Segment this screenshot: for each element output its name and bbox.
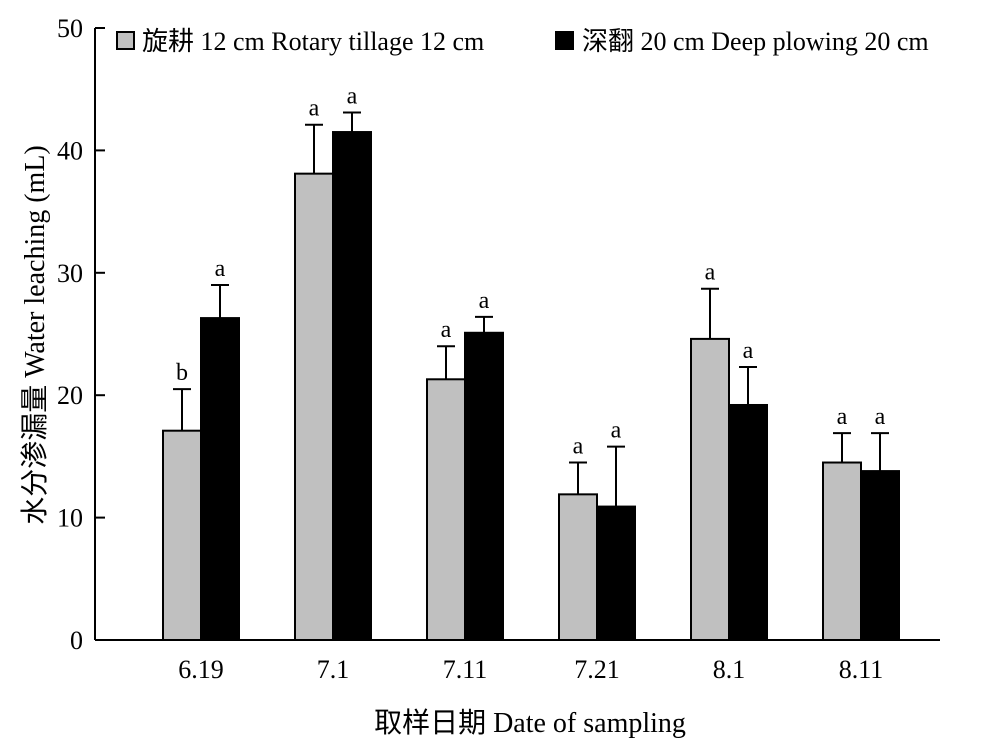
y-tick-label: 40 — [57, 136, 83, 165]
bar — [200, 317, 240, 641]
bar — [596, 505, 636, 642]
significance-label: a — [347, 83, 358, 109]
legend-label: 深翻 20 cm Deep plowing 20 cm — [582, 27, 929, 56]
legend-swatch — [116, 31, 135, 50]
axes: 0 10 20 30 40 50 6.19 7.1 7.11 7.21 8.1 8.11 — [57, 14, 940, 684]
significance-label: a — [743, 338, 754, 364]
bar — [294, 172, 334, 641]
significance-label: a — [611, 418, 622, 444]
x-tick-label: 7.1 — [317, 655, 350, 684]
x-tick-label: 7.21 — [574, 655, 620, 684]
bar — [162, 429, 202, 642]
x-axis-title: 取样日期 Date of sampling — [374, 707, 686, 739]
y-axis-title: 水分渗漏量 Water leaching (mL) — [19, 145, 51, 525]
significance-label: a — [837, 404, 848, 430]
significance-label: a — [479, 288, 490, 314]
bar — [426, 378, 466, 641]
significance-label: a — [215, 256, 226, 282]
y-tick-label: 10 — [57, 504, 83, 533]
legend-label: 旋耕 12 cm Rotary tillage 12 cm — [142, 27, 484, 56]
bar — [728, 403, 768, 641]
significance-label: a — [573, 434, 584, 460]
x-tick-label: 8.11 — [839, 655, 884, 684]
significance-label: a — [705, 260, 716, 286]
x-tick-label: 6.19 — [178, 655, 224, 684]
y-tick-label: 50 — [57, 14, 83, 43]
y-tick-label: 30 — [57, 259, 83, 288]
bar — [558, 493, 598, 641]
significance-label: a — [875, 404, 886, 430]
legend: 旋耕 12 cm Rotary tillage 12 cm 深翻 20 cm De… — [116, 27, 929, 56]
significance-label: a — [309, 96, 320, 122]
significance-label: a — [441, 317, 452, 343]
bar — [464, 331, 504, 641]
bar — [690, 337, 730, 641]
bar — [822, 461, 862, 641]
significance-label: b — [176, 360, 188, 386]
legend-swatch — [555, 31, 574, 50]
y-tick-label: 0 — [70, 626, 83, 655]
x-tick-label: 7.11 — [443, 655, 488, 684]
bar — [332, 131, 372, 641]
y-tick-label: 20 — [57, 381, 83, 410]
bar — [860, 470, 900, 642]
plot-area: b a a a a a a a a a a a — [162, 83, 900, 642]
x-tick-label: 8.1 — [713, 655, 746, 684]
